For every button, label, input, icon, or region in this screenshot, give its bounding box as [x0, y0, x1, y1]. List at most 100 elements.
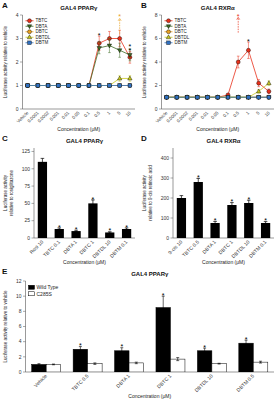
- marker: [185, 95, 189, 99]
- annotation: *: [98, 32, 101, 39]
- marker: [175, 96, 179, 100]
- plot-area: [32, 296, 268, 372]
- panel-label: C: [2, 134, 8, 143]
- marker: [165, 95, 169, 99]
- x-tick-label: 0.1: [83, 110, 91, 118]
- y-tick-label: 8: [19, 308, 22, 314]
- y-tick: [23, 341, 26, 342]
- x-axis: [34, 238, 135, 239]
- y-tick: [32, 186, 35, 187]
- marker: [226, 95, 230, 99]
- marker: [87, 83, 91, 87]
- y-tick-label: 100: [22, 166, 31, 172]
- y-tick: [32, 151, 35, 152]
- error-bar: [47, 84, 50, 86]
- y-tick-label: 400: [161, 155, 170, 161]
- marker: [66, 84, 70, 88]
- legend-label: TBTC: [36, 18, 48, 23]
- y-tick: [23, 372, 26, 373]
- marker: [246, 95, 250, 99]
- legend-label: Wild Type: [37, 284, 59, 290]
- marker: [97, 84, 101, 88]
- marker: [26, 84, 30, 88]
- panel: AGAL4 PPARγLuciferase activity relative …: [2, 1, 135, 132]
- marker: [128, 53, 132, 57]
- error-bar: [47, 84, 50, 86]
- error-bar: [93, 363, 96, 365]
- marker: [25, 83, 29, 87]
- marker: [56, 84, 60, 88]
- bar: [88, 364, 102, 372]
- annotation: *: [237, 13, 240, 20]
- y-tick-label: 12: [16, 278, 22, 284]
- marker: [185, 95, 189, 99]
- x-tick-label: TBTC 0.5: [181, 239, 201, 259]
- marker: [195, 95, 199, 99]
- plot-area: [25, 30, 132, 88]
- x-tick-label: DBTA 1: [115, 373, 131, 389]
- annotation: *: [203, 344, 206, 351]
- error-bar: [41, 158, 45, 165]
- panel: BGAL4 RXRαLuciferase activity relative t…: [141, 1, 274, 132]
- bar: [73, 349, 87, 372]
- bar: [170, 359, 184, 372]
- y-tick: [32, 220, 35, 221]
- x-tick-label: 0.01: [61, 110, 71, 120]
- y-tick: [171, 218, 174, 219]
- marker: [226, 95, 230, 99]
- error-bar: [88, 84, 91, 86]
- annotation: *: [108, 227, 111, 234]
- marker: [216, 95, 220, 99]
- y-tick-label: 0: [166, 235, 169, 241]
- error-bar: [37, 84, 40, 86]
- y-axis: [161, 15, 162, 109]
- marker: [195, 95, 199, 99]
- marker: [185, 96, 189, 100]
- y-tick-label: 6: [19, 323, 22, 329]
- marker: [46, 83, 50, 87]
- marker: [87, 84, 91, 88]
- annotation: *: [231, 198, 234, 205]
- error-bar: [218, 363, 221, 365]
- bar: [177, 198, 186, 238]
- marker: [108, 84, 112, 88]
- error-bar: [108, 39, 111, 53]
- marker: [56, 84, 60, 88]
- error-bar: [88, 84, 91, 86]
- error-bar: [118, 43, 121, 57]
- marker: [107, 84, 111, 88]
- x-tick-label: DBTM 0.1: [108, 239, 128, 259]
- error-bar: [26, 84, 29, 86]
- error-bar: [67, 84, 70, 86]
- marker: [267, 89, 271, 93]
- error-bar: [180, 196, 184, 201]
- y-tick-label: 300: [161, 175, 170, 181]
- bar: [210, 223, 219, 238]
- legend-label: DBTDL: [175, 35, 190, 40]
- y-tick-label: 0: [155, 106, 158, 112]
- marker: [77, 84, 81, 88]
- marker: [128, 76, 132, 80]
- error-bar: [118, 84, 121, 86]
- y-tick: [23, 296, 26, 297]
- x-tick-label: DBTA 1: [62, 239, 78, 255]
- marker: [226, 95, 230, 99]
- marker: [97, 83, 101, 87]
- x-tick-label: 0.05: [210, 110, 220, 120]
- legend-label: DBTM: [36, 40, 49, 45]
- marker: [256, 89, 260, 93]
- y-tick-label: 2: [155, 82, 158, 88]
- legend-label: DBTA: [36, 24, 48, 29]
- legend-label: TBTC: [175, 18, 187, 23]
- x-tick-label: 0.05: [71, 110, 81, 120]
- x-tick-label: TBTC 0.5: [70, 373, 90, 393]
- marker: [236, 60, 240, 64]
- legend-label: DBTC: [36, 29, 49, 34]
- annotation: *: [197, 174, 200, 181]
- legend-swatch: [167, 30, 171, 34]
- error-bar: [129, 76, 132, 82]
- marker: [205, 95, 209, 99]
- x-axis: [173, 238, 274, 239]
- marker: [257, 95, 261, 99]
- marker: [77, 84, 81, 88]
